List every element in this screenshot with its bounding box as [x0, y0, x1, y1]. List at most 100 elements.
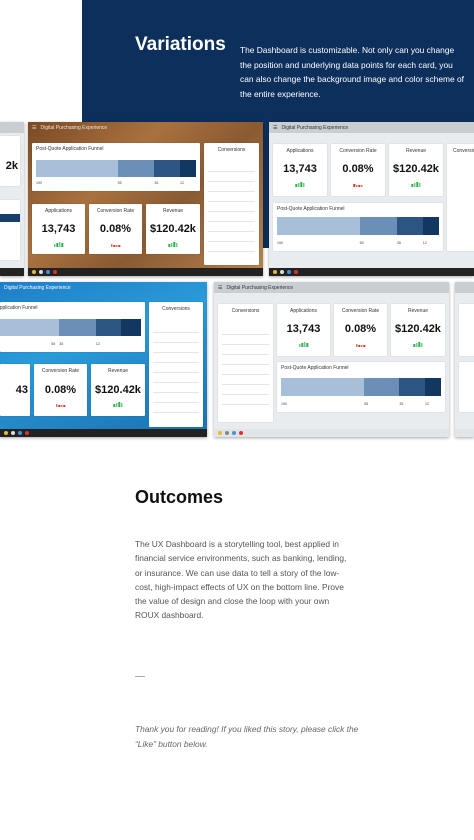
table-row [153, 332, 199, 333]
table-row [208, 221, 255, 222]
funnel-bar [179, 160, 196, 177]
funnel-values: 190 55 35 12 [277, 241, 439, 245]
revenue-value: $120.42k [150, 223, 196, 235]
conversion-label: Conversion Rate [41, 368, 80, 374]
files-icon[interactable] [232, 431, 236, 435]
revenue-label: Revenue [107, 368, 128, 374]
revenue-label: Revenue [162, 208, 183, 214]
mail-icon[interactable] [225, 431, 229, 435]
funnel-bar [117, 160, 155, 177]
taskbar [214, 429, 449, 437]
table-row [208, 191, 255, 192]
applications-label: Applications [290, 308, 317, 314]
window-titlebar [455, 282, 474, 293]
funnel-value: 190 [36, 181, 42, 185]
applications-value: 13,743 [286, 323, 321, 335]
revenue-label: Revenue [405, 148, 426, 154]
funnel-bar [0, 319, 60, 336]
funnel-values: 190 55 35 12 [281, 402, 441, 406]
table-row [208, 211, 255, 212]
conversions-title: Conversions [453, 148, 474, 154]
funnel-value: 35 [59, 342, 64, 346]
conversions-table-card: Conversions [204, 143, 259, 265]
mail-icon[interactable] [11, 431, 15, 435]
funnel-title: Post-Quote Application Funnel [277, 206, 345, 212]
sparkline-up [298, 342, 309, 347]
media-icon[interactable] [294, 270, 298, 274]
conversions-title: Conversions [217, 147, 246, 153]
conversion-value: 0.08% [44, 384, 77, 396]
sparkline-down [55, 404, 66, 407]
section-title-outcomes: Outcomes [135, 487, 224, 507]
taskbar [0, 268, 24, 276]
conversion-value: 0.08% [342, 163, 374, 175]
taskbar [28, 268, 263, 276]
media-icon[interactable] [53, 270, 57, 274]
revenue-value: $120.42k [393, 163, 439, 175]
funnel-bar [121, 319, 141, 336]
revenue-value: $120.42k [395, 323, 441, 335]
chrome-icon[interactable] [32, 270, 36, 274]
table-row [222, 344, 269, 345]
funnel-card: Post-Quote Application Funnel 55 35 12 [0, 302, 145, 352]
conversion-value: 0.08% [344, 323, 377, 335]
table-row [153, 402, 199, 403]
conversion-value: 0.08% [99, 223, 132, 235]
files-icon[interactable] [18, 431, 22, 435]
table-row [153, 362, 199, 363]
revenue-label: Revenue [407, 308, 428, 314]
chrome-icon[interactable] [273, 270, 277, 274]
applications-card: Applications 13,743 [277, 304, 330, 356]
table-row [222, 374, 269, 375]
files-icon[interactable] [287, 270, 291, 274]
conversions-table-card-partial: Conversions [447, 144, 474, 251]
conversion-card: Conversion Rate 0.08% [334, 304, 387, 356]
variations-description: The Dashboard is customizable. Not only … [240, 45, 464, 99]
taskbar [269, 268, 474, 276]
mail-icon[interactable] [280, 270, 284, 274]
kpi-card-partial [459, 304, 474, 356]
dashboard-screenshot-blue: Digital Purchasing Experience Post-Quote… [0, 282, 207, 437]
files-icon[interactable] [46, 270, 50, 274]
table-row [153, 342, 199, 343]
menu-icon[interactable]: ☰ [32, 124, 37, 131]
app-title: Digital Purchasing Experience [40, 124, 108, 131]
revenue-card: Revenue $120.42k [391, 304, 445, 356]
funnel-title: Post-Quote Application Funnel [0, 305, 38, 311]
chrome-icon[interactable] [4, 431, 8, 435]
mail-icon[interactable] [39, 270, 43, 274]
funnel-value: 55 [364, 402, 369, 406]
window-titlebar: ☰ Digital Purchasing Experience [269, 122, 474, 133]
table-row [222, 364, 269, 365]
revenue-card: Revenue $120.42k [389, 144, 443, 196]
table-row [208, 171, 255, 172]
media-icon[interactable] [25, 431, 29, 435]
conversions-table-card: Conversions [218, 304, 273, 422]
table-row [153, 392, 199, 393]
table-row [208, 241, 255, 242]
table-row [222, 354, 269, 355]
funnel-card: Post-Quote Application Funnel 190 55 35 … [273, 203, 443, 251]
menu-icon[interactable]: ☰ [273, 124, 278, 131]
app-title: Digital Purchasing Experience [4, 284, 71, 291]
dashboard-screenshot-wood: ☰ Digital Purchasing Experience Post-Quo… [28, 122, 263, 276]
kpi-card-partial: 2k [0, 136, 20, 186]
divider [135, 676, 145, 677]
funnel-card: Post-Quote Application Funnel 190 55 35 … [277, 362, 445, 412]
media-icon[interactable] [239, 431, 243, 435]
funnel-value: 190 [277, 241, 283, 245]
app-title: Digital Purchasing Experience [226, 284, 294, 291]
conversion-label: Conversion Rate [96, 208, 135, 214]
sparkline-up [295, 182, 305, 187]
applications-label: Applications [45, 208, 72, 214]
menu-icon[interactable]: ☰ [218, 284, 223, 291]
applications-card: Applications 13,743 [32, 204, 85, 254]
applications-label: Applications [286, 148, 314, 154]
funnel-bars [281, 378, 441, 396]
funnel-bar [364, 378, 400, 396]
chrome-icon[interactable] [218, 431, 222, 435]
dashboard-screenshot-light-center: ☰ Digital Purchasing Experience Conversi… [214, 282, 449, 437]
conversion-card: Conversion Rate 0.08% [331, 144, 385, 196]
funnel-value: 55 [117, 181, 122, 185]
applications-value: 13,743 [41, 223, 76, 235]
